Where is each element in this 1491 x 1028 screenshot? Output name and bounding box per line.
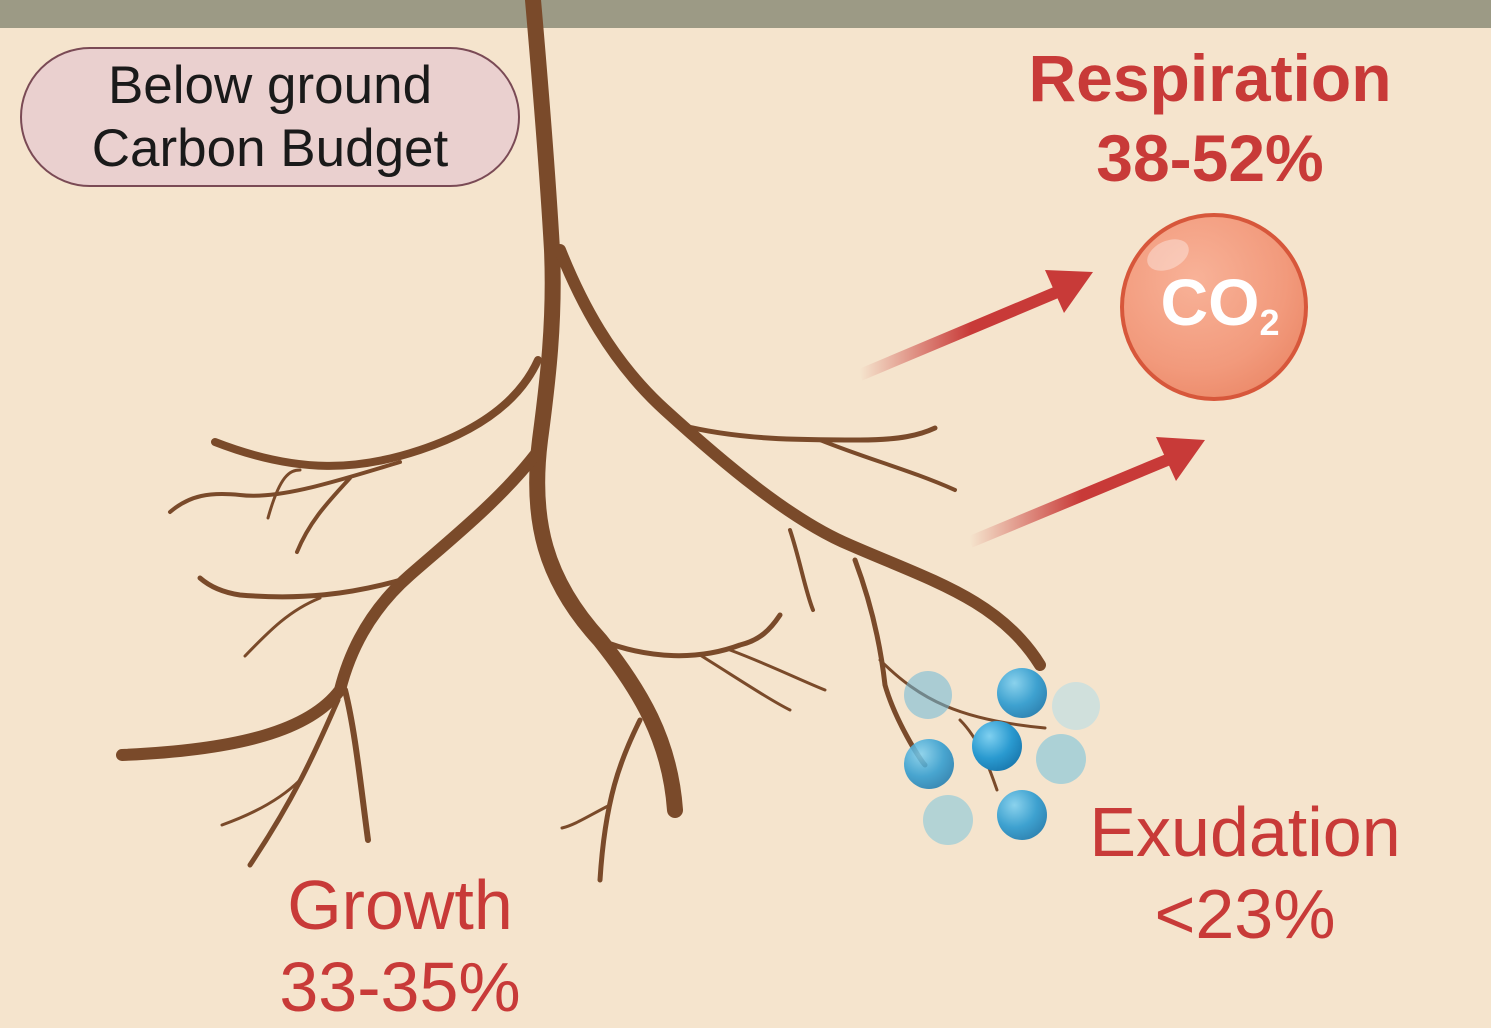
growth-label: Growth 33-35%: [230, 864, 570, 1028]
arrow-icon: [857, 270, 1093, 381]
respiration-label: Respiration 38-52%: [1000, 38, 1420, 198]
co2-subscript: 2: [1259, 302, 1280, 343]
respiration-title: Respiration: [1028, 41, 1392, 115]
respiration-value: 38-52%: [1096, 121, 1324, 195]
root-system-icon: [116, 0, 1047, 883]
growth-value: 33-35%: [279, 948, 521, 1026]
title-line-2: Carbon Budget: [91, 119, 449, 178]
exudate-molecule-icon: [904, 668, 1100, 845]
co2-label: CO2: [1125, 262, 1315, 363]
co2-main: CO: [1160, 265, 1260, 339]
title-box: Below ground Carbon Budget: [20, 47, 520, 187]
ground-line: [0, 0, 1491, 28]
co2-bubble-icon: [1120, 213, 1308, 401]
growth-title: Growth: [287, 866, 513, 944]
title-line-1: Below ground: [107, 56, 433, 115]
exudation-label: Exudation <23%: [1060, 791, 1430, 955]
arrow-icon: [967, 437, 1205, 548]
exudation-title: Exudation: [1089, 793, 1401, 871]
exudation-value: <23%: [1154, 875, 1336, 953]
